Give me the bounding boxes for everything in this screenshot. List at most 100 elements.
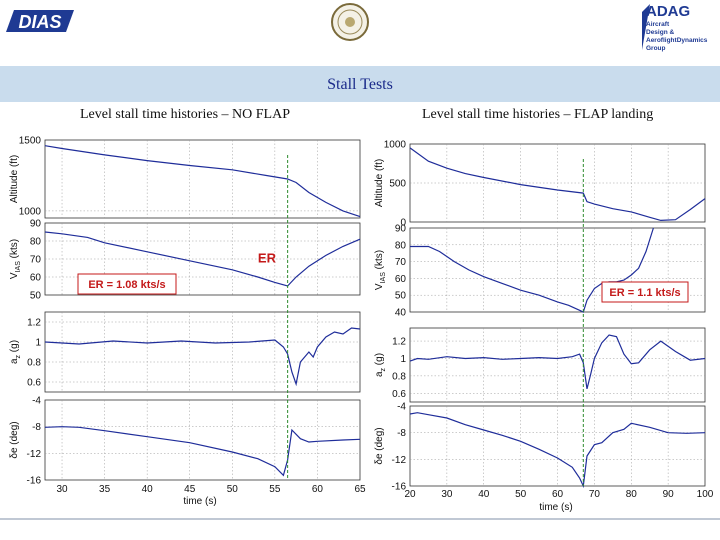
y-tick-label: 0.6	[392, 389, 406, 400]
subtitle-right: Level stall time histories – FLAP landin…	[422, 107, 654, 122]
x-tick-label: 50	[515, 489, 527, 500]
adag-line-2: Design &	[646, 29, 674, 36]
y-tick-label: -8	[397, 428, 406, 439]
y-tick-label: -4	[397, 402, 406, 413]
y-tick-label: -12	[27, 449, 42, 460]
x-tick-label: 40	[478, 489, 490, 500]
y-tick-label: 1500	[19, 136, 42, 147]
panel-2-3: 0.6 0.8 1 1.2 az (g)	[374, 327, 706, 403]
y-tick-label: 40	[395, 308, 407, 319]
y-axis-label: az (g)	[374, 353, 387, 377]
y-tick-label: -16	[27, 476, 42, 487]
series-line	[410, 227, 654, 313]
dias-logo: DIAS	[4, 4, 78, 38]
y-tick-label: 1.2	[27, 318, 41, 329]
y-tick-label: 90	[30, 219, 42, 230]
series-line	[409, 147, 706, 222]
y-tick-label: 80	[30, 237, 42, 248]
y-tick-label: 0	[400, 218, 406, 229]
er-label: ER	[258, 251, 277, 266]
y-tick-label: -4	[32, 396, 41, 407]
x-tick-label: 30	[56, 484, 68, 495]
header: DIAS ADAG Aircraft Design & AeroflightDy…	[0, 0, 720, 62]
plot-area	[44, 399, 361, 481]
adag-line-3: AeroflightDynamics	[646, 37, 708, 44]
x-tick-label: 20	[404, 489, 416, 500]
panel-2-2: 40 50 60 70 80 90 VIAS (kts)	[374, 224, 706, 319]
y-tick-label: 1	[35, 338, 41, 349]
y-axis-label: δe (deg)	[374, 427, 385, 464]
y-axis-label: VIAS (kts)	[374, 250, 387, 290]
y-axis-label: Altitude (ft)	[9, 155, 20, 203]
panel-1-3: 0.6 0.8 1 1.2 az (g)	[9, 311, 361, 393]
series-line	[44, 231, 361, 287]
y-tick-label: 1000	[384, 140, 407, 151]
chart-1: 1000 1500 Altitude (ft) 50 60 70 80 90 VIAS (kts…	[9, 136, 366, 508]
adag-title: ADAG	[646, 3, 690, 20]
er-annotation-text: ER = 1.08 kts/s	[88, 279, 165, 291]
panel-1-4: -16 -12 -8 -4 δe (deg)	[9, 396, 361, 487]
plot-area	[44, 139, 361, 219]
x-tick-label: 70	[589, 489, 601, 500]
footer-divider	[0, 518, 720, 520]
y-axis-label: Altitude (ft)	[374, 159, 385, 207]
y-tick-label: 1.2	[392, 337, 406, 348]
x-tick-label: 65	[354, 484, 366, 495]
x-tick-label: 35	[99, 484, 111, 495]
panel-2-4: -16 -12 -8 -4 δe (deg)	[374, 402, 706, 493]
subtitle-left: Level stall time histories – NO FLAP	[80, 107, 290, 122]
y-tick-label: 50	[395, 291, 407, 302]
y-tick-label: 90	[395, 224, 407, 235]
y-tick-label: 500	[389, 179, 406, 190]
panel-1-2: 50 60 70 80 90 VIAS (kts)	[9, 219, 361, 302]
x-tick-label: 40	[142, 484, 154, 495]
y-tick-label: 50	[30, 291, 42, 302]
y-axis-label: δe (deg)	[9, 421, 20, 458]
x-tick-label: 100	[697, 489, 714, 500]
y-tick-label: 0.6	[27, 378, 41, 389]
series-line	[409, 412, 706, 489]
x-tick-label: 45	[184, 484, 196, 495]
title-band	[0, 66, 720, 102]
x-tick-label: 90	[663, 489, 675, 500]
adag-line-1: Aircraft	[646, 21, 670, 28]
x-tick-label: 30	[441, 489, 453, 500]
series-line	[44, 426, 361, 477]
page-title: Stall Tests	[327, 76, 393, 93]
x-axis-label: time (s)	[539, 502, 572, 513]
dias-logo-text: DIAS	[18, 12, 61, 32]
y-tick-label: 0.8	[27, 358, 41, 369]
plot-area	[44, 311, 361, 393]
y-tick-label: -16	[392, 482, 407, 493]
er-annotation-box	[77, 273, 177, 295]
er-annotation-box	[601, 281, 689, 303]
y-tick-label: 1	[400, 354, 406, 365]
y-tick-label: 60	[30, 273, 42, 284]
x-tick-label: 60	[312, 484, 324, 495]
er-annotation-text: ER = 1.1 kts/s	[609, 287, 680, 299]
y-axis-label: az (g)	[9, 340, 22, 364]
x-tick-label: 60	[552, 489, 564, 500]
university-seal	[331, 3, 369, 41]
series-line	[44, 327, 361, 387]
x-tick-label: 55	[269, 484, 281, 495]
adag-logo: ADAG Aircraft Design & AeroflightDynamic…	[642, 3, 708, 52]
chart-2: 0 500 1000 Altitude (ft) 40 50 60 70 80 90 VIAS (k…	[374, 140, 714, 514]
y-tick-label: 1000	[19, 206, 42, 217]
y-axis-label: VIAS (kts)	[9, 239, 22, 279]
panel-2-1: 0 500 1000 Altitude (ft)	[374, 140, 706, 229]
y-tick-label: 60	[395, 274, 407, 285]
y-tick-label: 70	[395, 257, 407, 268]
y-tick-label: -8	[32, 422, 41, 433]
y-tick-label: 70	[30, 255, 42, 266]
x-tick-label: 80	[626, 489, 638, 500]
x-tick-label: 50	[227, 484, 239, 495]
adag-line-4: Group	[646, 45, 666, 52]
x-axis-label: time (s)	[183, 496, 216, 507]
series-line	[409, 334, 706, 390]
y-tick-label: -12	[392, 455, 407, 466]
y-tick-label: 0.8	[392, 371, 406, 382]
panel-1-1: 1000 1500 Altitude (ft)	[9, 136, 361, 219]
y-tick-label: 80	[395, 240, 407, 251]
